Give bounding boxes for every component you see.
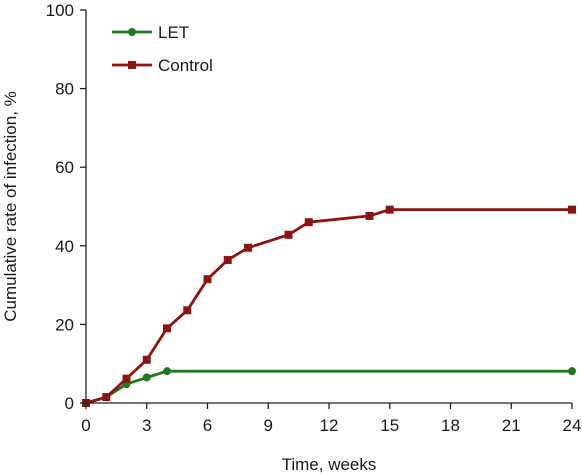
plot-area: [82, 205, 576, 407]
y-tick-label: 60: [55, 158, 74, 177]
legend-label-let: LET: [158, 23, 189, 42]
data-point-let: [163, 367, 171, 376]
legend-item-let: LET: [112, 23, 189, 42]
data-point-control: [385, 205, 394, 214]
x-tick-label: 18: [441, 416, 460, 435]
axes: 0 20 40 60 80 100 0 3 6 9 12 15 18 21 24: [46, 1, 582, 435]
data-point-control: [223, 255, 232, 264]
y-axis-title: Cumulative rate of infection, %: [1, 91, 20, 322]
x-tick-label: 15: [380, 416, 399, 435]
x-tick-label: 0: [81, 416, 90, 435]
data-point-control: [163, 324, 171, 333]
y-tick-label: 20: [55, 315, 74, 334]
x-tick-label: 21: [502, 416, 521, 435]
data-point-control: [203, 275, 212, 284]
data-point-let: [142, 373, 151, 382]
y-tick-label: 0: [65, 394, 74, 413]
x-tick-label: 6: [203, 416, 212, 435]
x-tick-label: 3: [142, 416, 151, 435]
legend-swatch-marker-control: [128, 61, 136, 69]
y-tick-label: 80: [55, 80, 74, 99]
legend-label-control: Control: [158, 56, 213, 75]
y-tick-label: 100: [46, 1, 74, 20]
data-point-control: [244, 243, 252, 252]
data-point-control: [365, 211, 374, 220]
data-point-control: [284, 230, 293, 239]
data-point-control: [142, 355, 151, 364]
data-point-control: [183, 306, 192, 315]
x-tick-label: 9: [264, 416, 273, 435]
legend: LET Control: [112, 23, 213, 75]
data-point-control: [304, 218, 313, 227]
x-axis-title: Time, weeks: [282, 455, 377, 474]
x-tick-label: 12: [320, 416, 339, 435]
series-let: [82, 367, 576, 407]
series-control: [82, 205, 576, 407]
legend-swatch-marker-let: [128, 28, 136, 36]
y-tick-label: 40: [55, 237, 74, 256]
x-tick-label: 24: [563, 416, 582, 435]
data-point-control: [102, 393, 111, 402]
data-point-control: [122, 374, 131, 383]
legend-item-control: Control: [112, 56, 213, 75]
data-point-control: [568, 205, 576, 214]
data-point-let: [568, 367, 576, 376]
series-line-let: [85, 369, 572, 405]
